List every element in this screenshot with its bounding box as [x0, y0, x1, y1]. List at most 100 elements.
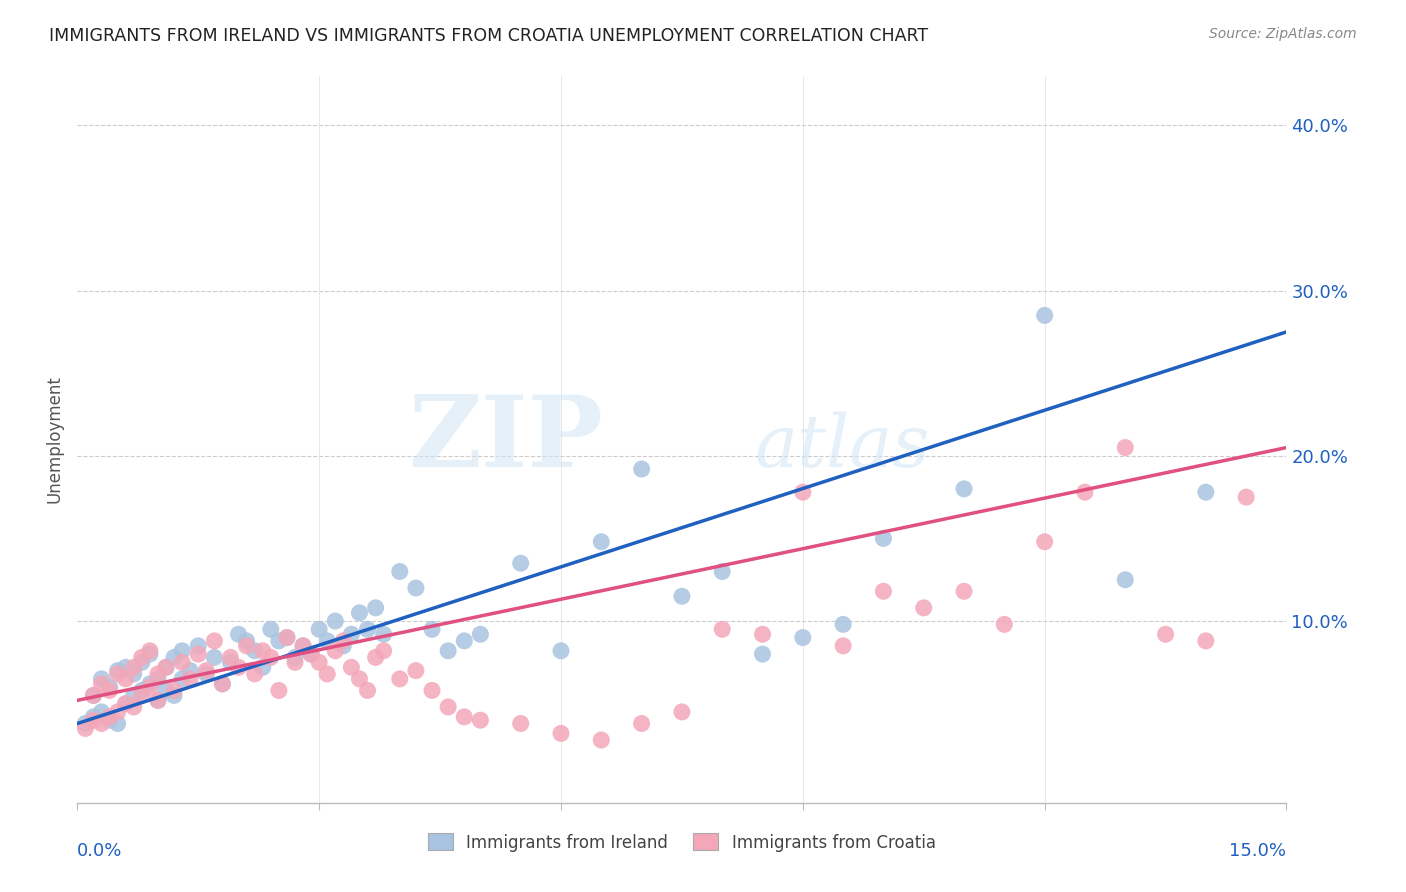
Point: [114, 697, 136, 711]
Point: [98, 713, 121, 727]
Point: [373, 644, 395, 658]
Point: [1033, 309, 1056, 323]
Point: [550, 644, 572, 658]
Point: [187, 647, 209, 661]
Legend: Immigrants from Ireland, Immigrants from Croatia: Immigrants from Ireland, Immigrants from…: [420, 825, 943, 860]
Point: [219, 650, 242, 665]
Point: [323, 614, 346, 628]
Point: [1195, 485, 1218, 500]
Point: [316, 667, 339, 681]
Point: [235, 633, 257, 648]
Point: [751, 627, 773, 641]
Point: [155, 660, 177, 674]
Point: [332, 633, 354, 648]
Point: [252, 644, 274, 658]
Point: [131, 689, 153, 703]
Point: [75, 716, 97, 731]
Point: [420, 683, 443, 698]
Point: [671, 589, 693, 603]
Point: [792, 485, 814, 500]
Point: [195, 667, 218, 681]
Point: [219, 656, 242, 670]
Point: [340, 660, 363, 674]
Point: [509, 716, 531, 731]
Point: [267, 633, 290, 648]
Point: [316, 633, 339, 648]
Point: [82, 689, 104, 703]
Point: [172, 672, 194, 686]
Point: [172, 644, 194, 658]
Point: [139, 677, 162, 691]
Point: [349, 672, 371, 686]
Point: [107, 664, 129, 678]
Point: [82, 713, 104, 727]
Point: [98, 680, 121, 694]
Point: [711, 623, 734, 637]
Point: [122, 700, 145, 714]
Point: [267, 683, 290, 698]
Point: [98, 683, 121, 698]
Point: [243, 667, 266, 681]
Point: [1114, 441, 1136, 455]
Point: [202, 633, 225, 648]
Point: [139, 644, 162, 658]
Point: [1074, 485, 1097, 500]
Point: [235, 639, 257, 653]
Point: [388, 672, 411, 686]
Point: [228, 660, 250, 674]
Point: [872, 584, 894, 599]
Point: [155, 660, 177, 674]
Point: [82, 710, 104, 724]
Point: [308, 656, 330, 670]
Point: [509, 556, 531, 570]
Point: [388, 565, 411, 579]
Point: [90, 716, 112, 731]
Point: [260, 650, 283, 665]
Point: [260, 623, 283, 637]
Point: [284, 656, 307, 670]
Point: [912, 600, 935, 615]
Y-axis label: Unemployment: Unemployment: [45, 376, 63, 503]
Point: [179, 664, 201, 678]
Point: [591, 534, 613, 549]
Text: atlas: atlas: [755, 411, 929, 482]
Point: [131, 650, 153, 665]
Point: [195, 664, 218, 678]
Point: [82, 689, 104, 703]
Text: IMMIGRANTS FROM IRELAND VS IMMIGRANTS FROM CROATIA UNEMPLOYMENT CORRELATION CHAR: IMMIGRANTS FROM IRELAND VS IMMIGRANTS FR…: [49, 27, 928, 45]
Point: [299, 647, 322, 661]
Point: [671, 705, 693, 719]
Point: [356, 683, 378, 698]
Point: [163, 683, 186, 698]
Point: [299, 647, 322, 661]
Point: [90, 705, 112, 719]
Point: [470, 713, 492, 727]
Point: [1234, 490, 1257, 504]
Point: [276, 631, 298, 645]
Point: [114, 660, 136, 674]
Text: ZIP: ZIP: [408, 391, 603, 488]
Point: [107, 667, 129, 681]
Point: [470, 627, 492, 641]
Point: [122, 660, 145, 674]
Point: [437, 700, 460, 714]
Point: [437, 644, 460, 658]
Point: [405, 664, 427, 678]
Point: [332, 639, 354, 653]
Point: [832, 617, 855, 632]
Point: [591, 733, 613, 747]
Point: [122, 689, 145, 703]
Point: [323, 644, 346, 658]
Point: [155, 683, 177, 698]
Point: [453, 633, 475, 648]
Point: [107, 705, 129, 719]
Point: [172, 656, 194, 670]
Point: [630, 462, 652, 476]
Point: [146, 693, 169, 707]
Point: [832, 639, 855, 653]
Point: [1033, 534, 1056, 549]
Point: [139, 680, 162, 694]
Point: [550, 726, 572, 740]
Point: [202, 650, 225, 665]
Point: [364, 600, 387, 615]
